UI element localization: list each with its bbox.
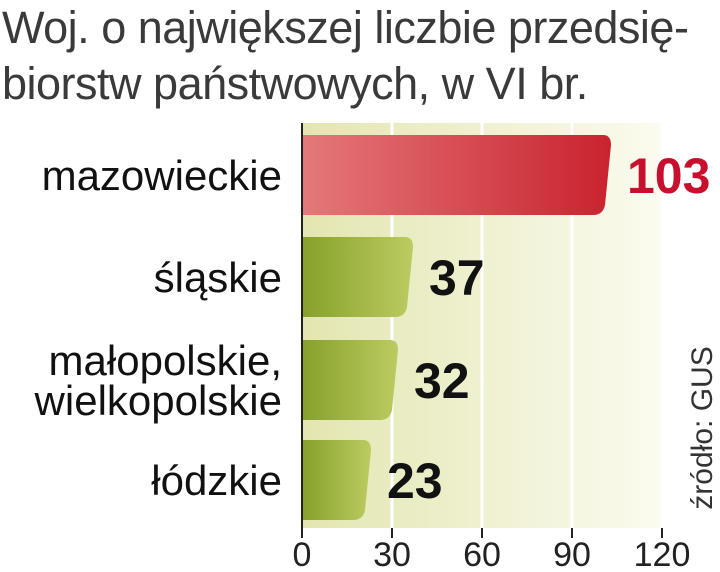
bar--dzkie (303, 440, 371, 520)
bar-mazowieckie (303, 135, 611, 215)
source-label: źródło: GUS (686, 346, 719, 509)
category-label: mazowieckie (42, 152, 282, 199)
x-tick-label: 0 (293, 536, 312, 572)
x-tick-label: 60 (463, 536, 501, 572)
bar--l-skie (303, 237, 413, 317)
x-tick-label: 90 (553, 536, 591, 572)
x-tick-label: 30 (373, 536, 411, 572)
value-label: 32 (414, 353, 470, 409)
labels: 0 30 60 90 120 103 mazowieckie 37 śląskie 32 małop… (34, 148, 719, 572)
value-label: 23 (387, 453, 443, 509)
bar-ma-opolskie-wielkopolskie (303, 340, 398, 420)
bars (303, 135, 611, 520)
category-label: śląskie (154, 254, 282, 301)
chart-title: Woj. o największej liczbie przedsię- bio… (2, 0, 702, 112)
value-label: 103 (627, 148, 710, 204)
value-label: 37 (429, 250, 485, 306)
category-label: łódzkie (151, 457, 282, 504)
category-label: małopolskie, (49, 337, 282, 384)
chart-title-line-2: biorstw państwowych, w VI br. (2, 58, 588, 109)
category-label: wielkopolskie (34, 377, 282, 424)
x-tick-label: 120 (634, 536, 691, 572)
chart-title-line-1: Woj. o największej liczbie przedsię- (2, 2, 689, 53)
